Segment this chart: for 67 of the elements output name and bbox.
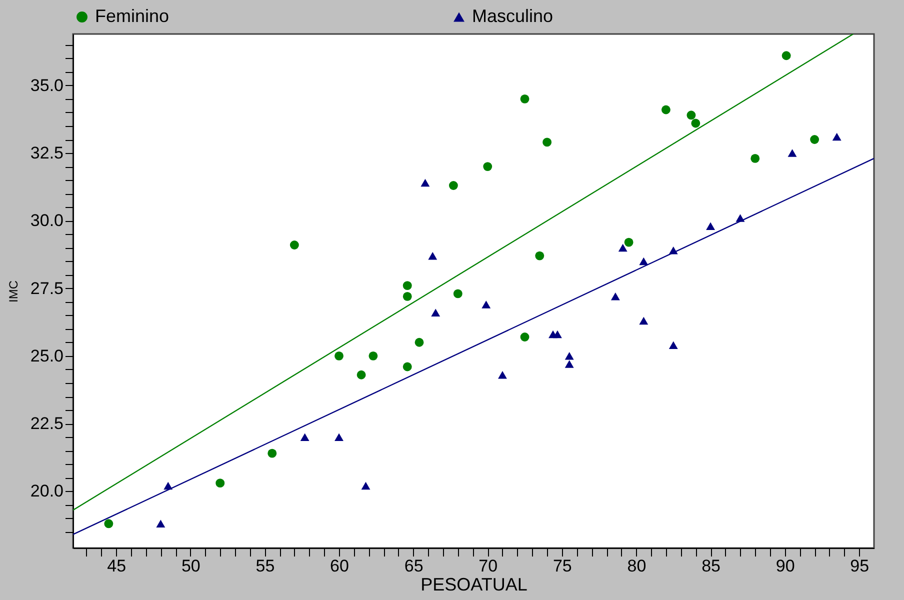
x-tick-label: 45 [107, 556, 126, 576]
point [428, 252, 438, 260]
x-tick-label: 75 [552, 556, 572, 576]
point [414, 338, 424, 347]
point [216, 478, 225, 488]
point [691, 118, 700, 128]
point [361, 482, 370, 490]
point [686, 110, 696, 120]
y-tick-label: 30.0 [30, 211, 64, 230]
point [782, 51, 791, 60]
point [639, 257, 648, 266]
point [483, 162, 492, 172]
point [402, 281, 412, 290]
point [618, 244, 628, 252]
point [610, 292, 620, 300]
x-tick-label: 95 [850, 556, 870, 576]
point [639, 316, 648, 325]
point [104, 519, 114, 528]
point [334, 433, 344, 441]
point [368, 351, 378, 360]
point [482, 300, 491, 308]
point [542, 138, 552, 147]
point [420, 178, 430, 187]
point [520, 94, 530, 104]
x-tick-label: 80 [627, 556, 646, 576]
point [300, 433, 310, 441]
y-tick-label: 35.0 [30, 76, 64, 95]
point [552, 330, 562, 338]
x-tick-label: 65 [404, 556, 424, 576]
point [402, 362, 412, 372]
x-tick-label: 55 [256, 556, 275, 576]
point [334, 351, 344, 360]
x-tick-label: 90 [776, 556, 795, 576]
x-tick-label: 60 [330, 556, 349, 576]
point [706, 222, 716, 230]
point [448, 181, 458, 190]
point [535, 251, 544, 260]
x-tick-label: 70 [478, 556, 498, 576]
point [498, 370, 507, 379]
point [290, 240, 299, 250]
point [750, 154, 760, 163]
point [453, 289, 462, 298]
point [402, 292, 412, 301]
point [668, 341, 678, 349]
point [564, 352, 574, 360]
y-axis-title: IMC [6, 280, 20, 302]
point [520, 332, 530, 342]
legend-label: Feminino [95, 6, 170, 26]
point [661, 105, 670, 114]
y-tick-label: 22.5 [30, 414, 64, 434]
point [356, 370, 366, 380]
point [788, 149, 797, 157]
y-tick-label: 25.0 [30, 346, 64, 366]
point [431, 308, 440, 317]
x-axis-title: PESOATUAL [420, 574, 528, 594]
point [624, 238, 634, 247]
y-tick-label: 32.5 [30, 144, 64, 163]
point [156, 520, 166, 528]
point [268, 448, 277, 458]
point [564, 360, 574, 368]
point [832, 132, 842, 141]
point [810, 135, 820, 144]
x-tick-label: 50 [181, 556, 200, 576]
x-tick-label: 85 [702, 556, 720, 576]
legend-label: Masculino [472, 6, 554, 26]
y-tick-label: 27.5 [30, 278, 64, 298]
y-tick-label: 20.0 [30, 482, 64, 501]
